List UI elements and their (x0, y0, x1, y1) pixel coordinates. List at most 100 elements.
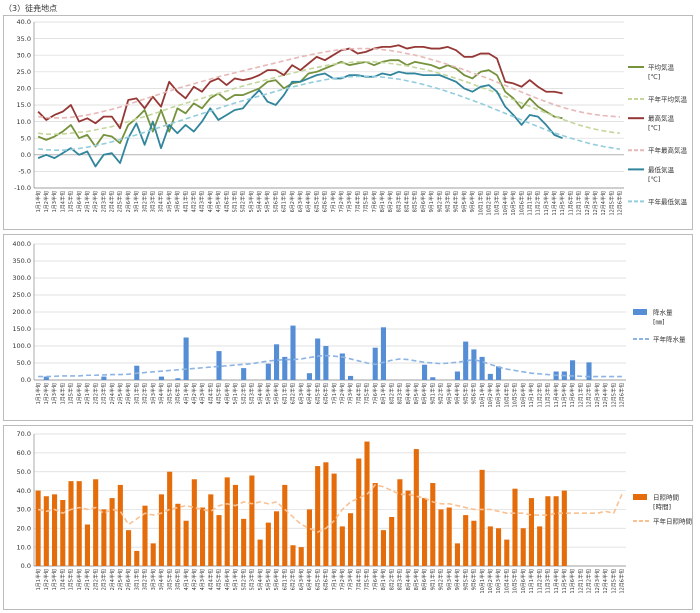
x-tick-label: 11月3半旬 (545, 569, 552, 594)
bar (413, 449, 419, 566)
bar (471, 349, 477, 380)
y-tick-label: 30.0 (17, 506, 31, 514)
x-tick-label: 9月3半旬 (445, 191, 452, 212)
bar (545, 496, 551, 566)
x-tick-label: 7月4半旬 (355, 383, 362, 404)
legend-label: 降水量 (653, 308, 673, 317)
x-tick-label: 11月4半旬 (551, 191, 558, 216)
series-line (38, 61, 620, 136)
bar (93, 479, 99, 566)
bar (553, 496, 559, 566)
x-tick-label: 2月3半旬 (101, 569, 108, 590)
bar (463, 515, 469, 566)
x-tick-label: 1月4半旬 (59, 569, 66, 590)
x-tick-label: 2月3半旬 (101, 383, 108, 404)
bar (290, 545, 296, 566)
x-tick-label: 10月5半旬 (512, 383, 519, 408)
x-tick-label: 7月3半旬 (346, 191, 353, 212)
series-line (38, 75, 621, 151)
x-tick-label: 11月6半旬 (569, 383, 576, 408)
x-tick-label: 6月3半旬 (298, 383, 305, 404)
bar (52, 494, 58, 566)
bar (249, 475, 255, 566)
bar (241, 518, 247, 566)
bar (216, 351, 222, 380)
x-tick-label: 6月3半旬 (297, 191, 304, 212)
x-tick-label: 1月5半旬 (68, 383, 75, 404)
x-tick-label: 3月3半旬 (150, 191, 157, 212)
bar (405, 490, 411, 566)
y-tick-label: 150.0 (12, 325, 31, 333)
x-tick-label: 6月3半旬 (298, 569, 305, 590)
y-tick-label: 20.0 (17, 524, 31, 532)
x-tick-label: 4月6半旬 (224, 569, 231, 590)
x-tick-label: 6月4半旬 (305, 191, 312, 212)
legend-item: 日照時間[時間] (633, 494, 679, 511)
legend-item: 最低気温[℃] (628, 165, 675, 183)
bar (43, 376, 49, 380)
x-tick-label: 9月2半旬 (438, 383, 445, 404)
x-tick-label: 5月3半旬 (248, 191, 255, 212)
x-tick-label: 3月2半旬 (142, 383, 149, 404)
x-tick-label: 5月4半旬 (257, 569, 264, 590)
x-tick-label: 7月1半旬 (331, 383, 338, 404)
x-tick-label: 9月6半旬 (469, 191, 476, 212)
bar (479, 469, 485, 566)
bar (487, 373, 493, 380)
x-tick-label: 8月6半旬 (421, 569, 428, 590)
x-tick-label: 6月1半旬 (281, 191, 288, 212)
x-tick-label: 5月1半旬 (232, 383, 239, 404)
x-tick-label: 6月1半旬 (281, 383, 288, 404)
y-tick-label: -10.0 (14, 184, 31, 192)
bar (60, 500, 66, 566)
x-tick-label: 4月2半旬 (191, 383, 198, 404)
x-tick-label: 4月2半旬 (191, 569, 198, 590)
y-tick-label: 400.0 (12, 240, 31, 248)
x-tick-label: 11月1半旬 (528, 569, 535, 594)
x-tick-label: 7月3半旬 (347, 569, 354, 590)
x-tick-label: 7月6半旬 (371, 191, 378, 212)
bar (389, 516, 395, 566)
x-tick-label: 2月5半旬 (117, 191, 124, 212)
x-tick-label: 8月1半旬 (379, 191, 386, 212)
x-tick-label: 4月5半旬 (216, 569, 223, 590)
x-tick-label: 3月3半旬 (150, 383, 157, 404)
bar (101, 376, 107, 380)
bar (84, 524, 90, 566)
x-tick-label: 5月5半旬 (265, 569, 272, 590)
x-tick-label: 8月6半旬 (421, 383, 428, 404)
x-tick-label: 11月6半旬 (567, 191, 574, 216)
bar (454, 543, 460, 566)
x-tick-label: 9月3半旬 (446, 569, 453, 590)
x-tick-label: 8月1半旬 (380, 383, 387, 404)
x-tick-label: 3月1半旬 (133, 383, 140, 404)
x-tick-label: 4月5半旬 (216, 383, 223, 404)
bar (158, 494, 164, 566)
legend-label: 平年最高気温 (648, 146, 688, 155)
x-tick-label: 2月2半旬 (92, 383, 99, 404)
y-tick-label: 10.0 (17, 118, 31, 126)
bar (561, 490, 567, 566)
x-tick-label: 8月3半旬 (397, 569, 404, 590)
x-tick-label: 6月2半旬 (290, 569, 297, 590)
bar (438, 509, 444, 566)
bar (183, 337, 189, 380)
x-tick-label: 4月1半旬 (182, 191, 189, 212)
x-tick-label: 6月5半旬 (314, 569, 321, 590)
bar (167, 471, 173, 566)
legend-item: 最高気温[℃] (628, 114, 675, 132)
legend-unit: [℃] (648, 73, 660, 81)
x-tick-label: 6月4半旬 (306, 569, 313, 590)
x-tick-label: 12月6半旬 (619, 383, 626, 408)
x-tick-label: 10月3半旬 (495, 383, 502, 408)
x-tick-label: 8月1半旬 (380, 569, 387, 590)
bar (537, 526, 543, 566)
bar (496, 528, 502, 566)
x-tick-label: 4月5半旬 (215, 191, 222, 212)
x-tick-label: 8月5半旬 (412, 191, 419, 212)
x-tick-label: 4月3半旬 (199, 569, 206, 590)
bar (257, 539, 263, 566)
x-tick-label: 10月4半旬 (503, 569, 510, 594)
x-tick-label: 6月1半旬 (281, 569, 288, 590)
legend-unit: [℃] (648, 124, 660, 132)
